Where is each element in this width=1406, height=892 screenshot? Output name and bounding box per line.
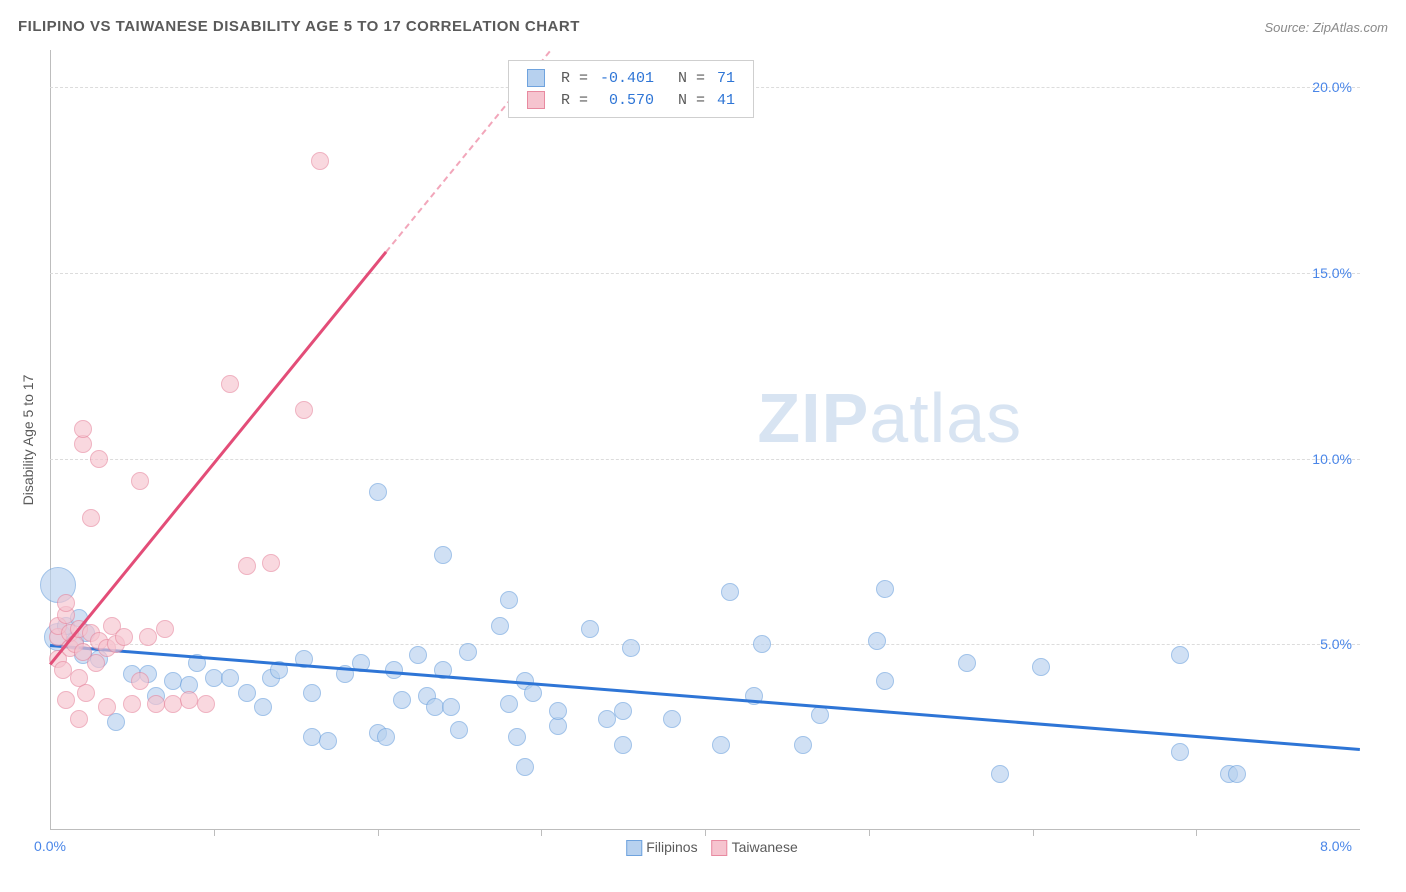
data-point	[508, 728, 526, 746]
plot-area: 5.0%10.0%15.0%20.0%0.0%8.0%ZIPatlasR =-0…	[50, 50, 1360, 830]
data-point	[131, 472, 149, 490]
data-point	[139, 628, 157, 646]
data-point	[164, 672, 182, 690]
data-point	[77, 684, 95, 702]
data-point	[57, 594, 75, 612]
data-point	[868, 632, 886, 650]
x-tick	[1033, 830, 1034, 836]
data-point	[409, 646, 427, 664]
data-point	[1228, 765, 1246, 783]
legend-label: Taiwanese	[732, 839, 798, 855]
gridline-h	[50, 273, 1360, 274]
data-point	[221, 669, 239, 687]
data-point	[377, 728, 395, 746]
data-point	[426, 698, 444, 716]
data-point	[164, 695, 182, 713]
y-tick-label: 5.0%	[1320, 636, 1352, 652]
data-point	[180, 691, 198, 709]
y-axis-label: Disability Age 5 to 17	[20, 375, 36, 506]
data-point	[753, 635, 771, 653]
data-point	[958, 654, 976, 672]
data-point	[262, 554, 280, 572]
data-point	[115, 628, 133, 646]
data-point	[221, 375, 239, 393]
data-point	[516, 758, 534, 776]
chart-title: FILIPINO VS TAIWANESE DISABILITY AGE 5 T…	[18, 18, 580, 35]
data-point	[524, 684, 542, 702]
data-point	[238, 557, 256, 575]
x-tick	[378, 830, 379, 836]
data-point	[197, 695, 215, 713]
source-attribution: Source: ZipAtlas.com	[1264, 20, 1388, 35]
data-point	[1171, 743, 1189, 761]
y-tick-label: 15.0%	[1312, 265, 1352, 281]
x-max-label: 8.0%	[1320, 838, 1352, 854]
data-point	[74, 420, 92, 438]
x-min-label: 0.0%	[34, 838, 66, 854]
data-point	[205, 669, 223, 687]
x-tick	[1196, 830, 1197, 836]
data-point	[311, 152, 329, 170]
data-point	[82, 509, 100, 527]
data-point	[500, 695, 518, 713]
data-point	[147, 695, 165, 713]
gridline-h	[50, 644, 1360, 645]
data-point	[303, 728, 321, 746]
data-point	[598, 710, 616, 728]
data-point	[303, 684, 321, 702]
data-point	[549, 702, 567, 720]
data-point	[614, 702, 632, 720]
data-point	[622, 639, 640, 657]
legend-label: Filipinos	[646, 839, 697, 855]
data-point	[876, 580, 894, 598]
x-tick	[869, 830, 870, 836]
watermark: ZIPatlas	[757, 378, 1022, 458]
data-point	[491, 617, 509, 635]
data-point	[57, 691, 75, 709]
data-point	[581, 620, 599, 638]
data-point	[90, 450, 108, 468]
x-tick	[214, 830, 215, 836]
data-point	[663, 710, 681, 728]
data-point	[721, 583, 739, 601]
data-point	[442, 698, 460, 716]
data-point	[459, 643, 477, 661]
data-point	[794, 736, 812, 754]
chart-container: FILIPINO VS TAIWANESE DISABILITY AGE 5 T…	[0, 0, 1406, 892]
data-point	[811, 706, 829, 724]
data-point	[614, 736, 632, 754]
data-point	[295, 401, 313, 419]
data-point	[156, 620, 174, 638]
data-point	[87, 654, 105, 672]
data-point	[876, 672, 894, 690]
data-point	[369, 483, 387, 501]
x-tick	[705, 830, 706, 836]
x-tick	[541, 830, 542, 836]
data-point	[500, 591, 518, 609]
series-legend: Filipinos Taiwanese	[612, 839, 798, 856]
data-point	[991, 765, 1009, 783]
data-point	[131, 672, 149, 690]
correlation-stats-box: R =-0.401N =71R =0.570N =41	[508, 60, 754, 118]
data-point	[1032, 658, 1050, 676]
data-point	[98, 698, 116, 716]
data-point	[54, 661, 72, 679]
data-point	[1171, 646, 1189, 664]
y-axis-line	[50, 50, 51, 830]
data-point	[319, 732, 337, 750]
data-point	[254, 698, 272, 716]
data-point	[712, 736, 730, 754]
y-tick-label: 20.0%	[1312, 79, 1352, 95]
data-point	[393, 691, 411, 709]
data-point	[434, 546, 452, 564]
data-point	[238, 684, 256, 702]
data-point	[70, 710, 88, 728]
gridline-h	[50, 459, 1360, 460]
y-tick-label: 10.0%	[1312, 451, 1352, 467]
data-point	[450, 721, 468, 739]
data-point	[123, 695, 141, 713]
